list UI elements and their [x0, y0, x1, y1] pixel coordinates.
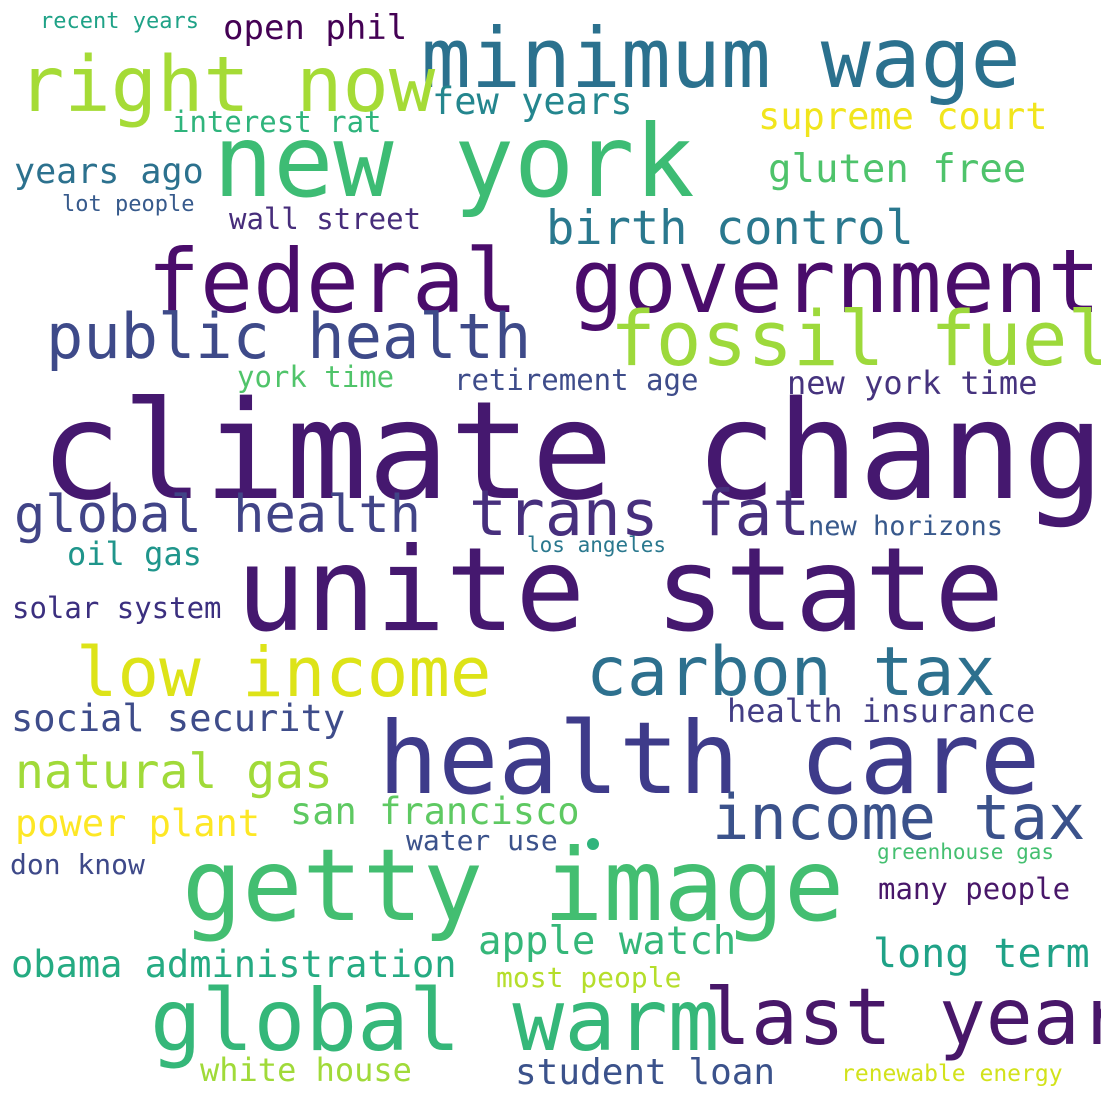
word-global-warm: global warm — [150, 971, 720, 1071]
word-health-insurance: health insurance — [727, 692, 1036, 730]
word-minimum-wage: minimum wage — [421, 10, 1021, 107]
word-long-term: long term — [873, 931, 1090, 977]
word-years-ago: years ago — [14, 152, 204, 192]
word-fossil-fuel: fossil fuel — [610, 294, 1101, 383]
word-carbon-tax: carbon tax — [586, 633, 996, 712]
word-income-tax: income tax — [712, 781, 1086, 854]
word-greenhouse-gas: greenhouse gas — [877, 840, 1055, 864]
word-last-year: last year — [704, 973, 1101, 1063]
word-many-people: many people — [878, 872, 1071, 906]
word-birth-control: birth control — [546, 201, 914, 256]
word-supreme-court: supreme court — [758, 95, 1048, 138]
word-unite-state: unite state — [236, 523, 1005, 658]
word-apple-watch: apple watch — [478, 919, 737, 964]
word-most-people: most people — [496, 961, 682, 994]
word-climate-change: climate change — [40, 373, 1101, 531]
word-oil-gas: oil gas — [67, 535, 202, 573]
word-white-house: white house — [200, 1051, 412, 1089]
word-federal-government: federal government — [147, 230, 1101, 333]
word-public-health: public health — [46, 300, 532, 373]
word-power-plant: power plant — [15, 802, 261, 845]
word-obama-administration: obama administration — [11, 943, 457, 986]
word-water-use: water use — [406, 824, 558, 857]
word-new-york: new york — [213, 103, 695, 220]
word-los-angeles: los angeles — [527, 533, 667, 557]
word-york-time: york time — [237, 360, 395, 394]
word-recent-years: recent years — [40, 9, 199, 34]
dot-mark — [587, 838, 599, 850]
word-gluten-free: gluten free — [768, 147, 1027, 192]
word-right-now: right now — [18, 41, 436, 130]
word-global-health: global health — [14, 485, 421, 545]
word-wall-street: wall street — [229, 202, 422, 236]
word-don-know: don know — [10, 848, 145, 881]
word-renewable-energy: renewable energy — [841, 1061, 1063, 1087]
word-social-security: social security — [11, 697, 346, 740]
word-new-york-time: new york time — [787, 364, 1038, 402]
word-trans-fat: trans fat — [469, 477, 811, 550]
word-student-loan: student loan — [515, 1052, 776, 1093]
word-getty-image: getty image — [182, 827, 845, 944]
word-san-francisco: san francisco — [290, 790, 580, 833]
word-health-care: health care — [378, 700, 1041, 817]
word-retirement-age: retirement age — [454, 363, 699, 397]
word-natural-gas: natural gas — [15, 744, 333, 800]
word-lot-people: lot people — [62, 192, 195, 217]
word-open-phil: open phil — [223, 8, 408, 48]
word-few-years: few years — [432, 80, 633, 123]
word-interest-rat: interest rat — [172, 105, 382, 139]
word-solar-system: solar system — [12, 591, 222, 625]
word-low-income: low income — [76, 633, 492, 713]
word-new-horizons: new horizons — [808, 511, 1004, 542]
